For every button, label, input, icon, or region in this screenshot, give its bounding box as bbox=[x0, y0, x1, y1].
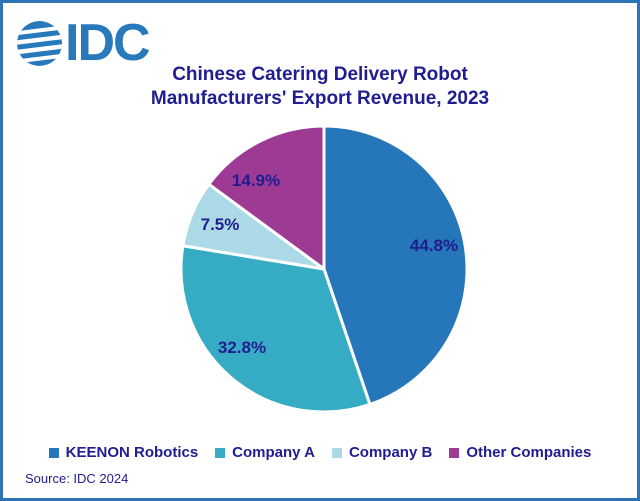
pie-slice-company-a bbox=[179, 244, 372, 414]
pie-slice-keenon-robotics bbox=[322, 124, 469, 406]
idc-logo: IDC bbox=[17, 14, 151, 72]
legend-label: Company B bbox=[348, 444, 433, 461]
pie-label-other-companies: 14.9% bbox=[231, 171, 281, 190]
pie-slice-other-companies bbox=[207, 124, 326, 271]
idc-logo-text: IDC bbox=[65, 14, 151, 72]
legend-swatch-icon bbox=[48, 447, 59, 458]
legend-item-keenon-robotics: KEENON Robotics bbox=[48, 444, 199, 461]
pie-label-company-a: 32.8% bbox=[217, 338, 267, 357]
source-note: Source: IDC 2024 bbox=[25, 471, 129, 486]
legend-swatch-icon bbox=[449, 447, 460, 458]
legend-item-company-a: Company A bbox=[215, 444, 315, 461]
legend-swatch-icon bbox=[331, 447, 342, 458]
pie-label-keenon-robotics: 44.8% bbox=[409, 236, 459, 255]
legend-label: KEENON Robotics bbox=[65, 444, 199, 461]
pie-chart bbox=[179, 124, 469, 414]
legend-label: Company A bbox=[232, 444, 315, 461]
idc-globe-icon bbox=[17, 21, 62, 66]
chart-title: Chinese Catering Delivery Robot Manufact… bbox=[3, 63, 637, 111]
chart-title-line2: Manufacturers' Export Revenue, 2023 bbox=[150, 88, 490, 109]
chart-legend: KEENON Robotics Company A Company B Othe… bbox=[3, 444, 637, 461]
legend-swatch-icon bbox=[215, 447, 226, 458]
pie-label-company-b: 7.5% bbox=[200, 215, 240, 234]
legend-item-other-companies: Other Companies bbox=[449, 444, 591, 461]
legend-item-company-b: Company B bbox=[331, 444, 433, 461]
legend-label: Other Companies bbox=[466, 444, 592, 461]
chart-title-line1: Chinese Catering Delivery Robot bbox=[172, 64, 468, 85]
